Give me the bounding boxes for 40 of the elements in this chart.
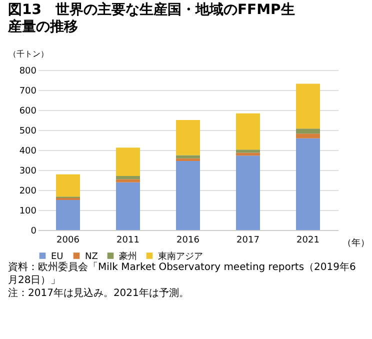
y-tick-label: 300 (19, 166, 37, 176)
y-tick-label: 800 (19, 66, 37, 76)
y-tick-label: 200 (19, 186, 37, 196)
bar (236, 156, 260, 230)
bar (296, 138, 320, 230)
text: 注：2017年は見込み。2021年は予測。 (8, 287, 190, 300)
legend-label: EU (51, 252, 64, 262)
x-tick-label: 2006 (56, 236, 80, 246)
bar (296, 134, 320, 138)
bar (56, 200, 80, 230)
text: 資料：欧州委員会「Milk Market Observatory meeting reports（2019年6月28日）」 (8, 261, 357, 287)
chart-title: 図13 世界の主要な生産国・地域のFFMP生産量の推移 (6, 0, 296, 36)
y-tick-label: 700 (19, 86, 37, 96)
legend-label: 豪州 (119, 250, 137, 262)
bar (116, 179, 140, 182)
y-tick-label: 100 (19, 206, 37, 216)
x-tick-label: 2016 (176, 236, 200, 246)
y-tick-label: 400 (19, 146, 37, 156)
bar (176, 161, 200, 230)
bar (236, 150, 260, 153)
y-axis-title: （千トン） (8, 50, 48, 58)
legend-label: 東南アジア (158, 250, 203, 262)
bar (116, 182, 140, 230)
x-tick-label: 2021 (296, 236, 320, 246)
bar (296, 84, 320, 129)
y-tick-label: 500 (19, 126, 37, 136)
bar (296, 128, 320, 134)
bar (176, 120, 200, 156)
bar (116, 176, 140, 180)
bar (236, 113, 260, 150)
y-tick-label: 0 (30, 226, 37, 236)
bar (116, 148, 140, 176)
x-tick-label: 2017 (236, 236, 260, 246)
bar (56, 174, 80, 197)
bar (176, 155, 200, 158)
x-axis-title: （年） (342, 238, 370, 248)
bar (176, 158, 200, 161)
x-tick-label: 2011 (116, 236, 140, 246)
y-tick-label: 600 (19, 106, 37, 116)
legend-label: NZ (85, 252, 98, 262)
